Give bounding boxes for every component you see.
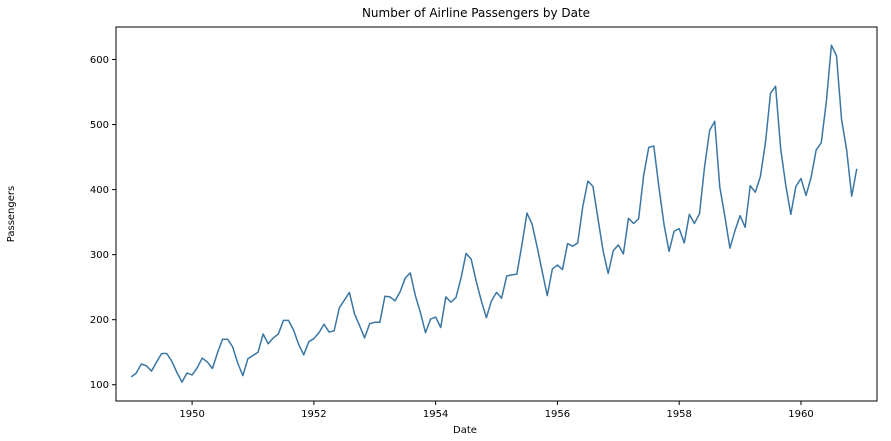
plot-area [115, 26, 878, 402]
y-tick-label: 200 [90, 315, 109, 326]
x-tick-label: 1950 [179, 409, 204, 420]
x-tick-label: 1958 [666, 409, 691, 420]
chart-title: Number of Airline Passengers by Date [362, 6, 590, 20]
x-tick-label: 1960 [788, 409, 813, 420]
x-tick-label: 1956 [545, 409, 570, 420]
y-axis-label: Passengers [6, 186, 17, 242]
x-axis: 1950 1952 1954 1956 1958 1960 [179, 401, 814, 420]
y-tick-label: 400 [90, 185, 109, 196]
x-tick-label: 1954 [423, 409, 448, 420]
y-tick-label: 300 [90, 250, 109, 261]
y-axis: 100 200 300 400 500 600 [90, 55, 116, 391]
y-tick-label: 100 [90, 380, 109, 391]
x-axis-label: Date [453, 425, 477, 436]
y-tick-label: 600 [90, 55, 109, 66]
passengers-series-line [130, 44, 858, 383]
y-tick-label: 500 [90, 120, 109, 131]
x-tick-label: 1952 [301, 409, 326, 420]
